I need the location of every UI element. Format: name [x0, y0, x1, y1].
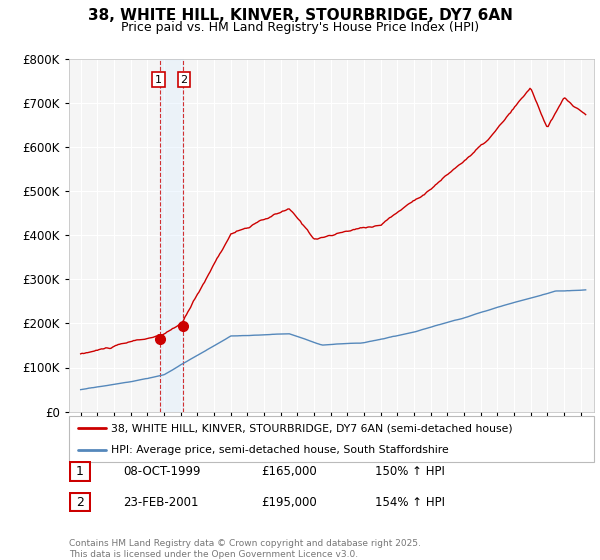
Text: 2: 2 [181, 74, 188, 85]
Text: 2: 2 [76, 496, 84, 509]
Text: 154% ↑ HPI: 154% ↑ HPI [375, 496, 445, 509]
Text: £165,000: £165,000 [261, 465, 317, 478]
Text: £195,000: £195,000 [261, 496, 317, 509]
Text: Price paid vs. HM Land Registry's House Price Index (HPI): Price paid vs. HM Land Registry's House … [121, 21, 479, 34]
Text: HPI: Average price, semi-detached house, South Staffordshire: HPI: Average price, semi-detached house,… [111, 445, 449, 455]
FancyBboxPatch shape [70, 463, 89, 480]
Text: 23-FEB-2001: 23-FEB-2001 [123, 496, 199, 509]
Bar [160, 59, 182, 412]
FancyBboxPatch shape [70, 493, 89, 511]
Text: 1: 1 [76, 465, 84, 478]
Text: 38, WHITE HILL, KINVER, STOURBRIDGE, DY7 6AN: 38, WHITE HILL, KINVER, STOURBRIDGE, DY7… [88, 8, 512, 24]
Text: 150% ↑ HPI: 150% ↑ HPI [375, 465, 445, 478]
Text: 1: 1 [155, 74, 162, 85]
Text: Contains HM Land Registry data © Crown copyright and database right 2025.
This d: Contains HM Land Registry data © Crown c… [69, 539, 421, 559]
FancyBboxPatch shape [69, 416, 594, 462]
Text: 38, WHITE HILL, KINVER, STOURBRIDGE, DY7 6AN (semi-detached house): 38, WHITE HILL, KINVER, STOURBRIDGE, DY7… [111, 423, 512, 433]
Text: 08-OCT-1999: 08-OCT-1999 [123, 465, 200, 478]
